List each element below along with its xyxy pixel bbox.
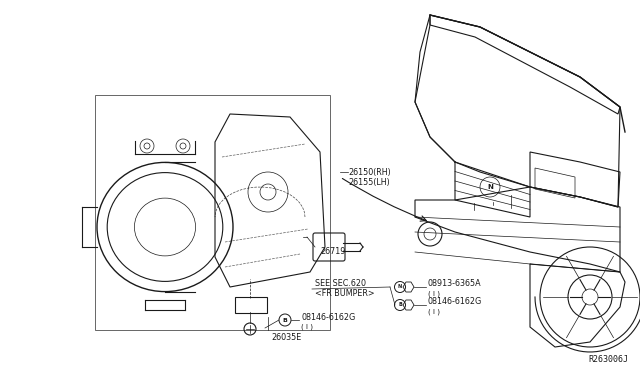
- Text: N: N: [487, 184, 493, 190]
- Text: 08913-6365A: 08913-6365A: [428, 279, 482, 289]
- Text: 26719: 26719: [320, 247, 346, 257]
- Text: ( I ): ( I ): [428, 291, 440, 297]
- Text: ( I ): ( I ): [301, 324, 313, 330]
- Text: 26150(RH): 26150(RH): [348, 167, 391, 176]
- Text: B: B: [283, 317, 287, 323]
- Text: N: N: [398, 285, 402, 289]
- Text: B: B: [398, 302, 402, 308]
- Text: 08146-6162G: 08146-6162G: [428, 298, 483, 307]
- Text: 08146-6162G: 08146-6162G: [301, 312, 355, 321]
- Text: 26035E: 26035E: [271, 333, 301, 341]
- Text: <FR BUMPER>: <FR BUMPER>: [315, 289, 374, 298]
- Bar: [95, 95, 330, 330]
- Text: ( I ): ( I ): [428, 309, 440, 315]
- Text: SEE SEC.620: SEE SEC.620: [315, 279, 366, 289]
- Text: 26155(LH): 26155(LH): [348, 177, 390, 186]
- Text: R263006J: R263006J: [588, 355, 628, 364]
